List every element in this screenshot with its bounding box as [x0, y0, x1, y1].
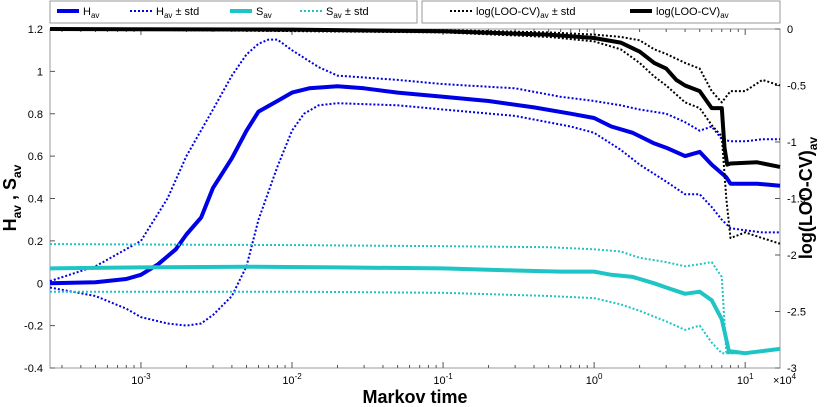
x-multiplier: ×104 [773, 372, 797, 387]
legend-text: H [156, 6, 164, 18]
x-tick-label: 10-1 [433, 372, 453, 387]
legend-sub: av [263, 11, 271, 20]
y-label-sep: , [0, 190, 20, 205]
legend-label-loo_std: log(LOO-CV)av ± std [476, 6, 575, 20]
y-axis-label-right: log(LOO-CV)av [796, 137, 820, 260]
y-tick-label-right: -1.5 [787, 194, 806, 206]
y-tick-label-right: -2 [787, 250, 797, 262]
x-tick-label: 10-3 [131, 372, 151, 387]
y-axis-label-left: Hav , Sav [0, 164, 24, 231]
y-label-right-sub: av [806, 137, 820, 151]
x-tick-label: 101 [737, 372, 754, 387]
y-tick-label-right: -3 [787, 363, 797, 375]
legend-suffix: ± std [342, 6, 369, 18]
x-tick-base: 10 [586, 375, 598, 387]
legend-left: Hav Hav ± std Sav Sav ± std [49, 0, 418, 24]
y-tick-label-left: -0.4 [24, 363, 43, 375]
y-tick-label-left: -0.2 [24, 321, 43, 333]
x-tick-base: 10 [282, 375, 294, 387]
x-tick-exp: -3 [144, 372, 152, 381]
y-tick-label-left: 0.4 [28, 194, 43, 206]
legend-sub: av [333, 11, 341, 20]
series-loo_av [49, 27, 781, 169]
y-label-h-sub: av [10, 205, 24, 219]
series-s_av [49, 264, 781, 356]
legend-suffix: ± std [549, 6, 576, 18]
y-tick-label-right: -1 [787, 137, 797, 149]
x-tick-exp: -1 [446, 372, 454, 381]
x-multiplier-base: ×10 [773, 375, 792, 387]
series-h_lower [49, 102, 780, 327]
x-tick-exp: -2 [295, 372, 303, 381]
y-tick-label-left: 1.2 [28, 24, 43, 36]
series-h_upper [49, 38, 780, 283]
x-tick-label: 100 [586, 372, 603, 387]
x-tick-exp: 0 [598, 372, 603, 381]
legend-label-h_std: Hav ± std [156, 6, 199, 20]
x-tick-base: 10 [131, 375, 143, 387]
legend-label-h_av: Hav [83, 6, 99, 20]
y-tick-label-left: 0 [37, 278, 43, 290]
series-loo_upper [49, 28, 781, 104]
y-label-s: S [0, 178, 20, 190]
y-tick-label-left: 0.6 [28, 151, 43, 163]
legend-right-box [421, 0, 781, 24]
legend-label-loo_av: log(LOO-CV)av [656, 6, 729, 20]
y-tick-label-right: -0.5 [787, 81, 806, 93]
x-tick-base: 10 [737, 375, 749, 387]
legend-right: log(LOO-CV)av ± std log(LOO-CV)av [421, 0, 781, 24]
series-layer [49, 27, 781, 356]
legend-text: H [83, 6, 91, 18]
plot-area [49, 28, 781, 369]
series-h_av [49, 84, 781, 286]
y-tick-label-right: -2.5 [787, 307, 806, 319]
y-label-right-main: log(LOO-CV) [796, 150, 816, 259]
y-tick-label-left: 0.8 [28, 109, 43, 121]
legend-sub: av [540, 11, 548, 20]
x-tick-label: 10-2 [282, 372, 302, 387]
y-label-h: H [0, 218, 20, 231]
legend-sub: av [91, 11, 99, 20]
legend-text: S [256, 6, 263, 18]
x-tick-exp: 1 [749, 372, 754, 381]
legend-text: log(LOO-CV) [476, 6, 540, 18]
y-tick-label-left: 0.2 [28, 236, 43, 248]
legend-label-s_av: Sav [256, 6, 272, 20]
series-s_lower [50, 290, 781, 355]
x-tick-base: 10 [433, 375, 445, 387]
legend-sub: av [164, 11, 172, 20]
series-loo_lower [49, 28, 781, 245]
legend-suffix: ± std [172, 6, 199, 18]
series-s_upper [49, 243, 781, 355]
x-multiplier-exp: 4 [792, 372, 797, 381]
legend-text: log(LOO-CV) [656, 6, 720, 18]
legend-text: S [326, 6, 333, 18]
legend-sub: av [720, 11, 728, 20]
y-label-s-sub: av [10, 164, 24, 178]
x-axis-label: Markov time [362, 387, 467, 407]
y-tick-label-right: 0 [787, 24, 793, 36]
y-tick-label-left: 1 [37, 66, 43, 78]
axes-ticks: -0.4 -0.2 0 0.2 0.4 0.6 0.8 1 1.2 -3 -2.5 -2 -1.5 -1 -… [24, 24, 806, 387]
legend-label-s_std: Sav ± std [326, 6, 369, 20]
